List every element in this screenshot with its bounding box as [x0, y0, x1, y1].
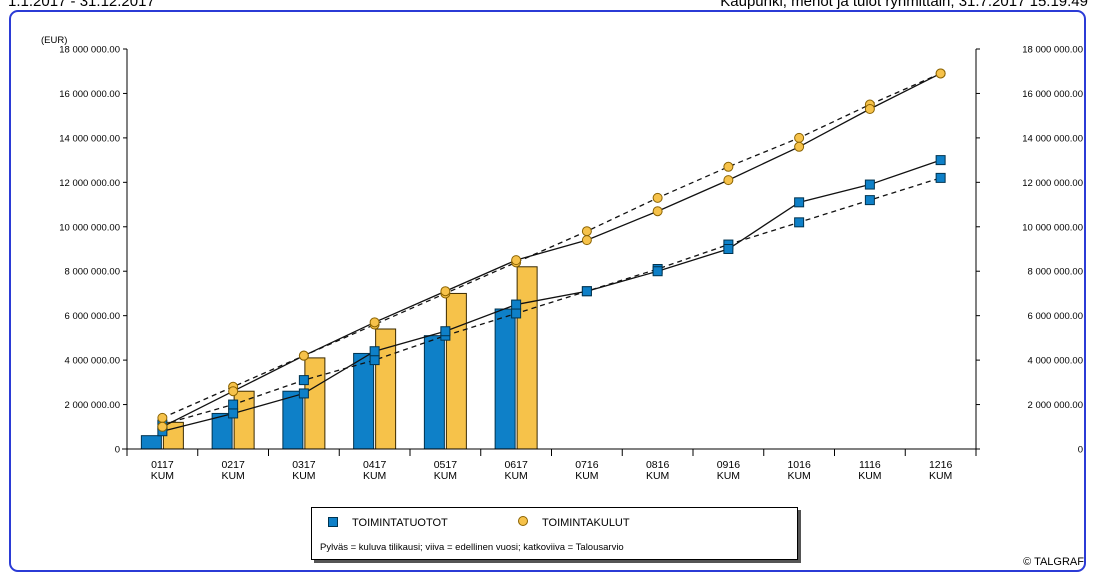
chart-labels: 0 0 2 000 000.00 2 000 000.00 4 000 000.00 4 …	[41, 35, 1083, 482]
x-tick-label: 0716 KUM	[575, 459, 599, 482]
prev-year-marker-expenses	[369, 317, 380, 328]
y-tick-label-right: 0	[1078, 445, 1083, 456]
copyright: © TALGRAF	[1023, 556, 1084, 568]
prev-year-marker-income	[864, 179, 875, 190]
budget-marker-income	[369, 355, 380, 366]
prev-year-marker-income	[794, 197, 805, 208]
bar-income	[423, 335, 445, 450]
prev-year-marker-expenses	[511, 255, 522, 266]
prev-year-marker-income	[723, 244, 734, 254]
bar-expenses	[304, 357, 326, 450]
budget-line-expenses	[162, 72, 941, 419]
y-tick-label-left: 18 000 000.00	[59, 45, 120, 56]
budget-marker-income	[864, 195, 875, 206]
x-tick-label: 0517 KUM	[434, 459, 458, 482]
y-tick-label-left: 8 000 000.00	[65, 267, 120, 278]
prev-year-marker-income	[652, 266, 663, 277]
chart-lines	[157, 68, 946, 437]
prev-year-marker-income	[298, 388, 309, 399]
y-tick-label-right: 8 000 000.00	[1028, 267, 1083, 278]
bar-expenses	[445, 292, 467, 450]
legend-square-marker-icon	[328, 517, 338, 527]
y-tick-label-left: 0	[115, 445, 120, 456]
legend-item-income: TOIMINTATUOTOT	[328, 517, 448, 529]
prev-year-marker-income	[440, 326, 451, 337]
legend-circle-marker-icon	[518, 516, 528, 526]
x-tick-label: 0816 KUM	[646, 459, 670, 482]
y-tick-label-left: 12 000 000.00	[59, 178, 120, 189]
budget-line-income	[162, 177, 941, 426]
prev-year-marker-expenses	[864, 104, 875, 114]
y-tick-label-left: 2 000 000.00	[65, 400, 120, 411]
y-tick-label-right: 14 000 000.00	[1022, 133, 1083, 144]
prev-year-line-expenses	[162, 72, 941, 428]
legend-label-expenses: TOIMINTAKULUT	[542, 517, 630, 529]
bar-income	[282, 390, 304, 450]
y-tick-label-right: 4 000 000.00	[1028, 356, 1083, 367]
y-tick-label-right: 2 000 000.00	[1028, 400, 1083, 411]
prev-year-marker-expenses	[794, 141, 805, 152]
prev-year-marker-expenses	[298, 350, 309, 361]
bar-income	[494, 308, 516, 450]
header-report-title: Kaupunki, menot ja tulot ryhmittäin; 31.…	[720, 0, 1088, 10]
y-tick-label-left: 4 000 000.00	[65, 356, 120, 367]
y-tick-label-right: 18 000 000.00	[1022, 45, 1083, 56]
prev-year-marker-income	[581, 286, 592, 297]
x-tick-label: 1016 KUM	[787, 459, 811, 482]
budget-marker-income	[511, 308, 522, 319]
y-tick-label-right: 16 000 000.00	[1022, 89, 1083, 100]
prev-year-marker-income	[511, 299, 522, 310]
prev-year-marker-expenses	[723, 175, 734, 186]
budget-marker-expenses	[723, 161, 734, 172]
budget-marker-income	[794, 217, 805, 228]
x-tick-label: 0317 KUM	[292, 459, 316, 482]
legend: TOIMINTATUOTOT TOIMINTAKULUT Pylväs = ku…	[311, 507, 798, 560]
x-tick-label: 0916 KUM	[717, 459, 741, 482]
budget-marker-expenses	[652, 192, 663, 203]
header-date-range: 1.1.2017 - 31.12.2017	[8, 0, 155, 10]
budget-marker-income	[228, 399, 239, 410]
prev-year-marker-income	[935, 155, 946, 166]
legend-item-expenses: TOIMINTAKULUT	[518, 516, 630, 529]
x-tick-label: 1216 KUM	[929, 459, 953, 482]
budget-marker-expenses	[581, 226, 592, 237]
bar-income	[211, 412, 233, 450]
unit-label: (EUR)	[41, 35, 67, 46]
bar-income	[140, 435, 162, 450]
legend-note: Pylväs = kuluva tilikausi; viiva = edell…	[320, 542, 624, 553]
prev-year-line-income	[162, 159, 941, 432]
y-tick-label-right: 10 000 000.00	[1022, 222, 1083, 233]
prev-year-marker-expenses	[935, 68, 946, 79]
prev-year-marker-income	[228, 408, 239, 419]
legend-label-income: TOIMINTATUOTOT	[352, 517, 448, 529]
prev-year-marker-expenses	[157, 421, 168, 432]
y-tick-label-right: 6 000 000.00	[1028, 311, 1083, 322]
prev-year-marker-expenses	[652, 206, 663, 217]
x-tick-label: 0617 KUM	[504, 459, 528, 482]
budget-marker-expenses	[157, 412, 168, 423]
prev-year-marker-expenses	[581, 235, 592, 246]
y-tick-label-left: 10 000 000.00	[59, 222, 120, 233]
x-tick-label: 0417 KUM	[363, 459, 387, 482]
x-tick-label: 1116 KUM	[858, 459, 881, 482]
budget-marker-expenses	[794, 132, 805, 143]
x-tick-label: 0117 KUM	[151, 459, 174, 482]
prev-year-marker-expenses	[440, 286, 451, 297]
prev-year-marker-expenses	[228, 386, 239, 397]
y-tick-label-left: 6 000 000.00	[65, 311, 120, 322]
y-tick-label-left: 16 000 000.00	[59, 89, 120, 100]
prev-year-marker-income	[369, 346, 380, 357]
chart-axes	[122, 48, 980, 456]
chart-frame	[9, 10, 1086, 572]
bar-income	[353, 352, 375, 450]
x-tick-label: 0217 KUM	[221, 459, 245, 482]
budget-marker-income	[935, 172, 946, 183]
budget-marker-income	[298, 375, 309, 386]
y-tick-label-left: 14 000 000.00	[59, 133, 120, 144]
bar-expenses	[516, 266, 538, 450]
y-tick-label-right: 12 000 000.00	[1022, 178, 1083, 189]
